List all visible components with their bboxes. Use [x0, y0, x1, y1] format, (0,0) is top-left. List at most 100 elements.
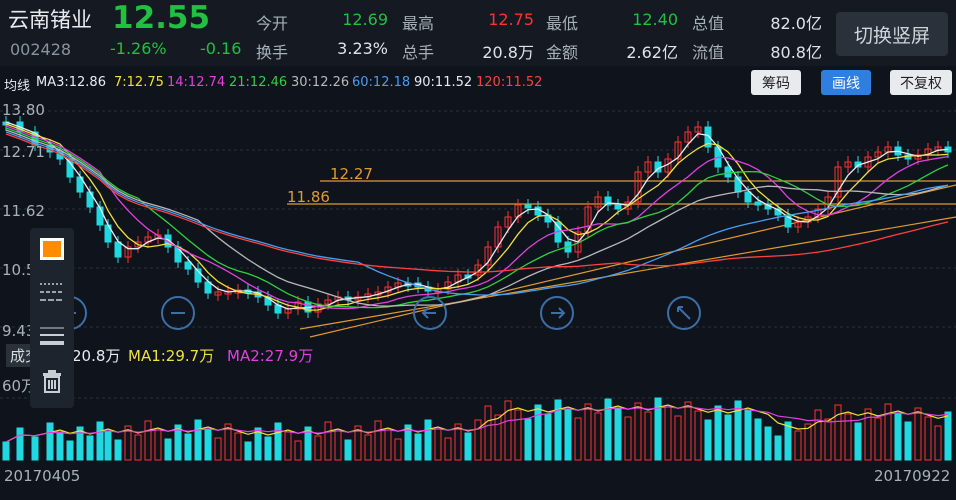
line-width-icon[interactable]	[38, 324, 66, 348]
candle	[214, 291, 222, 296]
draw-line-button[interactable]: 画线	[821, 70, 871, 95]
trendline-label-upper: 12.27	[330, 165, 373, 183]
stat-label-total-value: 总值	[692, 14, 725, 33]
chart-nav-glyph	[551, 307, 566, 319]
volume-bar	[624, 416, 632, 461]
quote-header: 云南锗业 12.55 002428 -1.26% -0.16 今开 12.69 …	[0, 0, 956, 66]
candle	[794, 221, 802, 228]
candle	[294, 301, 302, 310]
volume-bar	[694, 410, 702, 461]
candle	[584, 206, 592, 233]
stat-value-turnover: 3.23%	[337, 39, 388, 58]
stat-label-volume: 总手	[402, 43, 435, 62]
candle	[864, 156, 872, 168]
candle	[834, 166, 842, 198]
trendline	[309, 184, 956, 338]
volume-bar	[324, 421, 332, 461]
volume-bar	[424, 419, 432, 461]
ma-item-30: 30:12.26	[291, 75, 350, 90]
volume-bar	[2, 441, 10, 461]
color-swatch-icon[interactable]	[38, 236, 66, 260]
volume-bar	[614, 407, 622, 461]
last-price: 12.55	[112, 0, 211, 36]
ma-line	[5, 129, 949, 307]
chart-nav-right-icon[interactable]	[540, 296, 574, 330]
volume-bar	[224, 423, 232, 461]
chart-nav-glyph	[677, 306, 691, 320]
candle	[504, 216, 512, 228]
ma-legend-bar: 均线 MA3:12.86 7:12.75 14:12.74 21:12.46 3…	[0, 67, 956, 97]
chips-button[interactable]: 筹码	[751, 70, 801, 95]
chart-nav-minus-icon[interactable]	[161, 296, 195, 330]
volume-bar	[534, 404, 542, 461]
volume-bar	[604, 398, 612, 461]
ma-item-120: 120:11.52	[476, 75, 543, 90]
chart-nav-controls	[53, 296, 701, 330]
stat-value-amount: 2.62亿	[626, 43, 678, 62]
chart-nav-expand-icon[interactable]	[667, 296, 701, 330]
stat-value-total-value: 82.0亿	[770, 14, 822, 33]
volume-bar	[884, 403, 892, 461]
volume-bar	[664, 406, 672, 461]
volume-bar	[304, 426, 312, 461]
candle	[674, 141, 682, 160]
volume-legend-bar: 成交 20.8万 MA1:29.7万 MA2:27.9万	[0, 342, 956, 368]
candlestick-chart[interactable]: 12.27 11.86	[0, 97, 956, 341]
volume-bar	[594, 412, 602, 461]
volume-bar	[394, 438, 402, 461]
volume-bar	[56, 431, 64, 461]
candle	[484, 246, 492, 266]
volume-bar	[194, 419, 202, 461]
volume-bar	[824, 418, 832, 461]
volume-bar	[514, 409, 522, 461]
volume-axis-label: 60万	[2, 377, 37, 395]
volume-bar	[724, 414, 732, 461]
switch-portrait-button[interactable]: 切换竖屏	[836, 12, 948, 56]
volume-bar	[124, 425, 132, 461]
chart-nav-left-icon[interactable]	[413, 296, 447, 330]
volume-bar	[184, 433, 192, 461]
volume-bar	[144, 420, 152, 461]
volume-bar	[364, 434, 372, 461]
candle	[844, 161, 852, 168]
trash-icon[interactable]	[38, 368, 66, 393]
volume-bar	[314, 435, 322, 461]
volume-bar	[434, 428, 442, 461]
trendline-label-lower: 11.86	[287, 188, 330, 206]
candle	[134, 241, 142, 248]
ma-item-60: 60:12.18	[352, 75, 411, 90]
candle	[874, 151, 882, 158]
volume-value: 20.8万	[72, 347, 121, 365]
volume-bars	[2, 397, 952, 461]
candles	[2, 116, 952, 319]
volume-bar	[564, 408, 572, 461]
ma-line	[5, 125, 949, 310]
volume-bar	[874, 417, 882, 461]
candle	[744, 191, 752, 203]
ma-lines	[5, 121, 949, 311]
volume-bar	[214, 437, 222, 461]
drawing-tool-panel	[30, 228, 74, 408]
volume-bar	[134, 434, 142, 461]
stat-label-float-value: 流值	[692, 43, 725, 62]
candle	[96, 206, 104, 226]
no-adjust-button[interactable]: 不复权	[890, 70, 952, 95]
volume-bar	[404, 424, 412, 461]
volume-bar	[344, 439, 352, 461]
stat-value-volume: 20.8万	[482, 43, 534, 62]
line-style-icon[interactable]	[38, 280, 66, 304]
volume-bar	[574, 417, 582, 461]
stat-value-float-value: 80.8亿	[770, 43, 822, 62]
volume-bar	[31, 436, 39, 461]
volume-bar	[86, 435, 94, 461]
candle	[114, 241, 122, 258]
volume-bar	[634, 402, 642, 461]
ma-line	[5, 127, 949, 309]
candle	[634, 171, 642, 203]
ma-item-14: 14:12.74	[167, 75, 226, 90]
volume-bar	[454, 423, 462, 461]
volume-bar	[584, 403, 592, 461]
stat-label-turnover: 换手	[256, 43, 289, 62]
stat-label-high: 最高	[402, 14, 435, 33]
candle	[594, 196, 602, 208]
